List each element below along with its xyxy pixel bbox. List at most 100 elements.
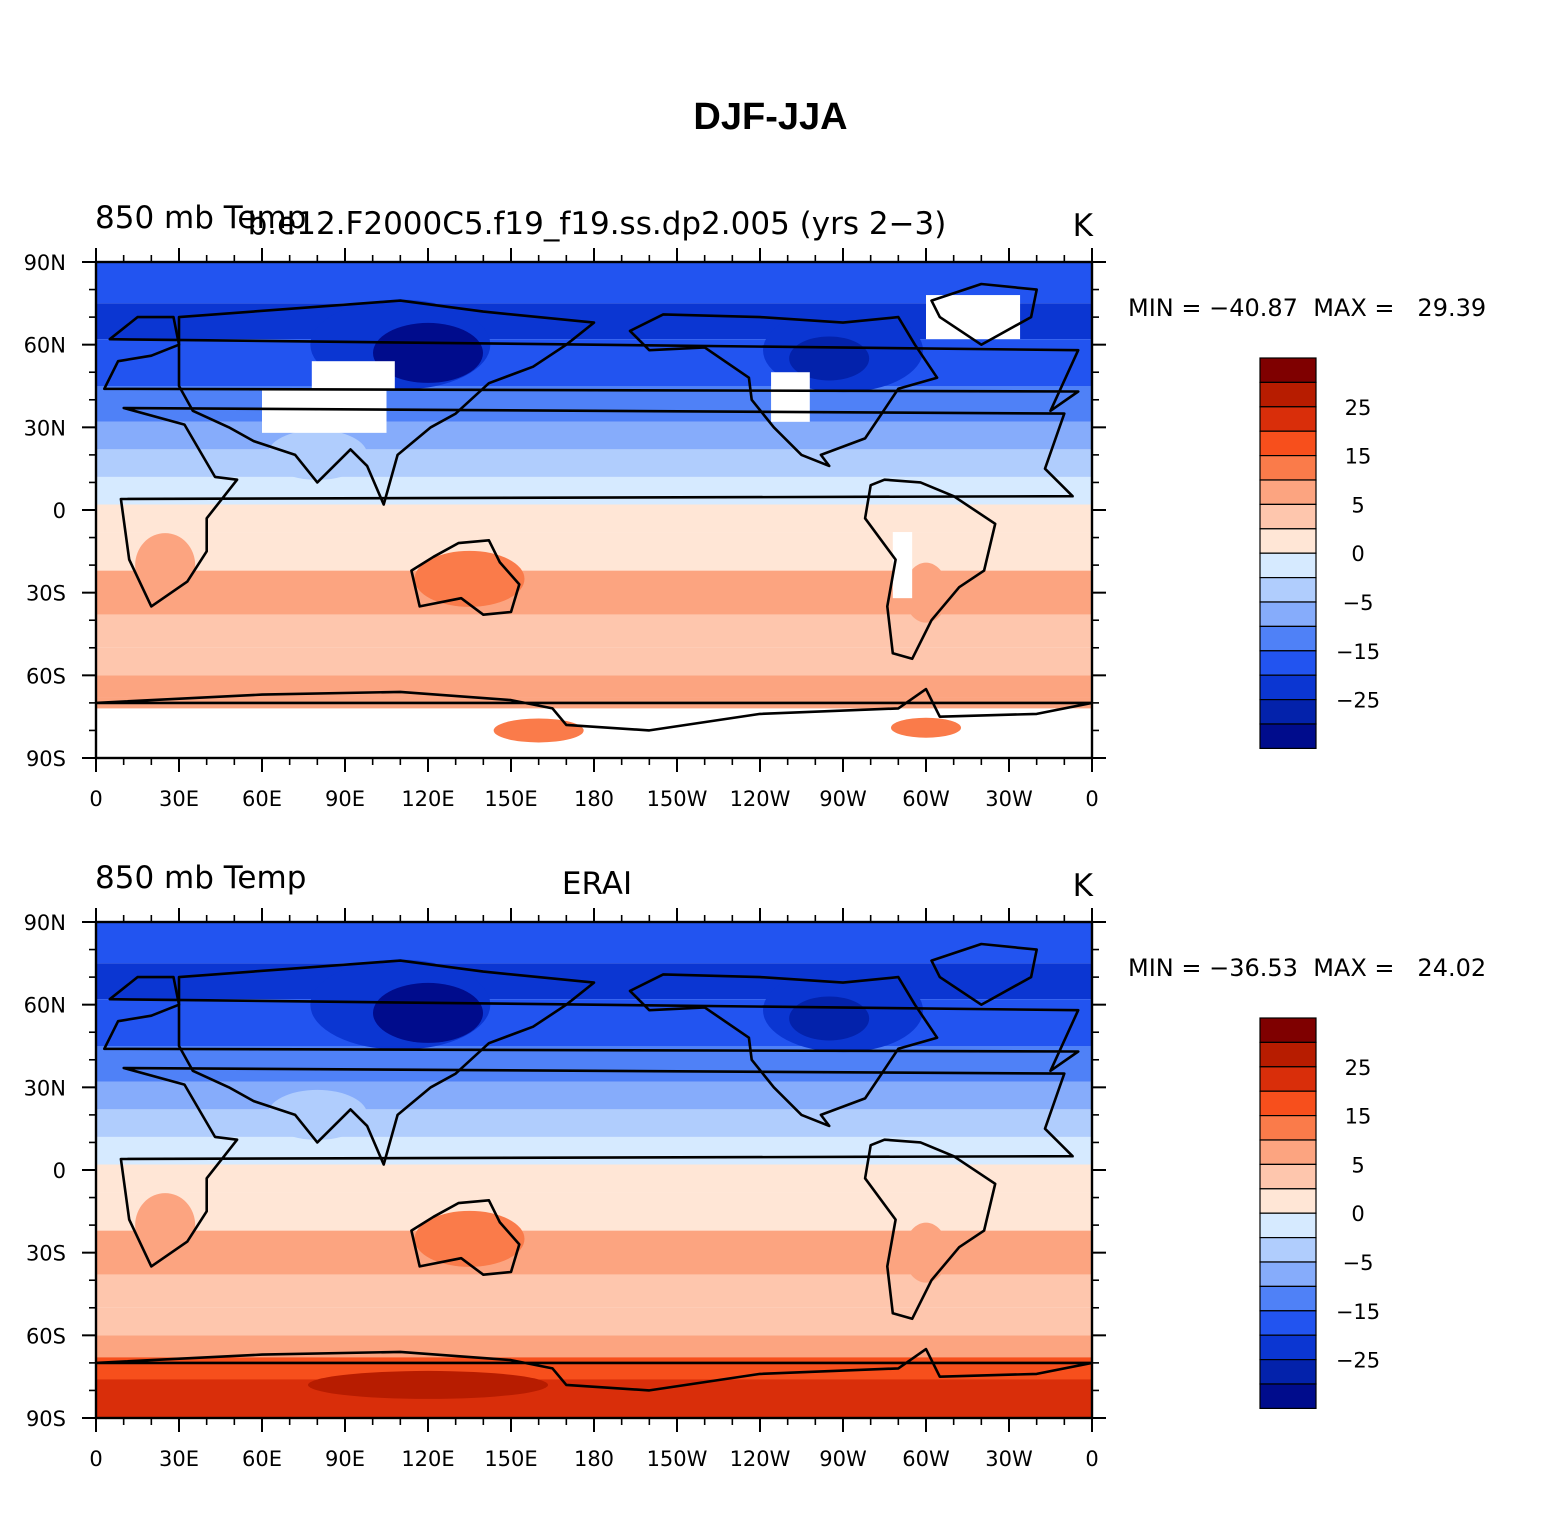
lat-band bbox=[96, 963, 1092, 1000]
max-value: 24.02 bbox=[1417, 954, 1487, 982]
lon-label: 180 bbox=[574, 787, 614, 811]
center-title: b.e12.F2000C5.f19_f19.ss.dp2.005 (yrs 2−… bbox=[247, 206, 947, 242]
colorbar-swatch bbox=[1259, 601, 1317, 627]
lon-label: 30E bbox=[159, 1447, 199, 1471]
lat-label: 90N bbox=[24, 251, 66, 275]
colorbar-swatch bbox=[1259, 1041, 1317, 1068]
lon-label: 150W bbox=[647, 787, 708, 811]
figure-title: DJF-JJA bbox=[693, 96, 848, 138]
temperature-field bbox=[96, 922, 1092, 1418]
lat-label: 30N bbox=[24, 1076, 66, 1100]
lon-label: 0 bbox=[89, 787, 102, 811]
lat-band bbox=[96, 532, 1092, 571]
lat-band bbox=[96, 1192, 1092, 1231]
colorbar-label: 0 bbox=[1351, 542, 1364, 566]
colorbar-label: 0 bbox=[1351, 1202, 1364, 1226]
colorbar-label: −5 bbox=[1343, 1251, 1374, 1275]
min-value: −36.53 bbox=[1209, 954, 1298, 982]
lon-label: 120W bbox=[730, 787, 791, 811]
lon-label: 120E bbox=[401, 787, 454, 811]
lon-label: 60W bbox=[902, 787, 950, 811]
lat-band bbox=[96, 476, 1092, 505]
australia-warm bbox=[414, 550, 525, 607]
min-value: −40.87 bbox=[1209, 294, 1298, 322]
lon-label: 0 bbox=[1085, 1447, 1098, 1471]
colorbar-swatch bbox=[1259, 1188, 1317, 1214]
missing-andes bbox=[892, 532, 913, 599]
lon-label: 60W bbox=[902, 1447, 950, 1471]
lat-band bbox=[96, 999, 1092, 1046]
min-max-stats: MIN = −36.53 MAX = 24.02 bbox=[1128, 954, 1486, 982]
lat-band bbox=[96, 1274, 1092, 1308]
colorbar-swatch bbox=[1259, 1359, 1317, 1385]
colorbar-swatch bbox=[1259, 1383, 1317, 1409]
colorbar-swatch bbox=[1259, 1163, 1317, 1190]
colorbar-swatch bbox=[1259, 1139, 1317, 1165]
max-label: MAX = bbox=[1313, 954, 1395, 982]
lat-label: 60S bbox=[26, 664, 66, 688]
colorbar-swatch bbox=[1259, 1310, 1317, 1336]
coast-antarctica bbox=[96, 1347, 1092, 1392]
missing-mongolia bbox=[311, 361, 395, 389]
colorbar-label: −25 bbox=[1336, 1349, 1380, 1373]
missing-tibet bbox=[262, 388, 387, 433]
canada-core bbox=[789, 996, 870, 1041]
lat-label: 60S bbox=[26, 1324, 66, 1348]
max-label: MAX = bbox=[1313, 294, 1395, 322]
colorbar-label: 15 bbox=[1345, 1105, 1372, 1129]
coast-namerica bbox=[628, 313, 939, 468]
lat-label: 0 bbox=[53, 499, 66, 523]
colorbar-label: −15 bbox=[1336, 640, 1380, 664]
colorbar-swatch bbox=[1259, 577, 1317, 603]
lat-label: 90S bbox=[26, 747, 66, 771]
lat-band bbox=[96, 1109, 1092, 1137]
lon-label: 0 bbox=[1085, 787, 1098, 811]
lat-label: 60N bbox=[24, 994, 66, 1018]
left-title: 850 mb Temp bbox=[95, 860, 307, 896]
colorbar-swatch bbox=[1259, 1017, 1317, 1043]
lat-band bbox=[96, 647, 1092, 676]
units-label: K bbox=[1072, 208, 1093, 244]
colorbar-swatch bbox=[1259, 1115, 1317, 1141]
lon-label: 60E bbox=[242, 787, 282, 811]
coast-samerica bbox=[863, 1138, 997, 1321]
min-label: MIN = bbox=[1128, 294, 1202, 322]
colorbar-swatch bbox=[1259, 1212, 1317, 1239]
asia-cool bbox=[267, 429, 368, 480]
samerica-warm bbox=[904, 1222, 948, 1283]
colorbar-swatch bbox=[1259, 1066, 1317, 1092]
lat-label: 60N bbox=[24, 334, 66, 358]
max-value: 29.39 bbox=[1417, 294, 1487, 322]
lon-label: 150E bbox=[484, 787, 537, 811]
colorbar-swatch bbox=[1259, 406, 1317, 432]
colorbar-label: 5 bbox=[1351, 493, 1364, 517]
erai-panel: 90N 60N 30N 0 30S 60S 90S 0 30E 60E 90E 120E 150E 180… bbox=[0, 850, 1541, 1510]
map-svg: 90N 60N 30N 0 30S 60S 90S 0 30E 60E 90E 120E 150E 180… bbox=[24, 908, 1380, 1471]
lon-label: 90W bbox=[819, 787, 867, 811]
antarctic-max bbox=[308, 1370, 548, 1399]
siberia-core bbox=[373, 322, 483, 383]
units-label: K bbox=[1072, 868, 1093, 904]
colorbar-swatch bbox=[1259, 1237, 1317, 1263]
lat-band bbox=[96, 922, 1092, 964]
temperature-field bbox=[96, 262, 1092, 758]
colorbar-label: −25 bbox=[1336, 689, 1380, 713]
colorbar-label: 25 bbox=[1345, 1056, 1372, 1080]
lon-label: 90E bbox=[325, 1447, 365, 1471]
lon-label: 120E bbox=[401, 1447, 454, 1471]
left-title: 850 mb Temp bbox=[95, 200, 307, 236]
lat-band bbox=[96, 339, 1092, 386]
map-svg: 90N 60N 30N 0 30S 60S 90S 0 30E 60E 90E 120E 150E 180… bbox=[24, 248, 1380, 811]
coast-antarctica bbox=[96, 687, 1092, 732]
colorbar-swatch bbox=[1259, 1334, 1317, 1361]
lat-band bbox=[96, 614, 1092, 648]
colorbar-swatch bbox=[1259, 357, 1317, 383]
colorbar-label: −15 bbox=[1336, 1300, 1380, 1324]
lat-band bbox=[96, 1335, 1092, 1358]
colorbar-swatch bbox=[1259, 528, 1317, 554]
coast-asia bbox=[177, 959, 596, 1166]
coast-greenland bbox=[930, 942, 1038, 1006]
samerica-warm bbox=[904, 562, 948, 623]
lat-band bbox=[96, 675, 1092, 698]
lon-label: 30W bbox=[985, 1447, 1033, 1471]
